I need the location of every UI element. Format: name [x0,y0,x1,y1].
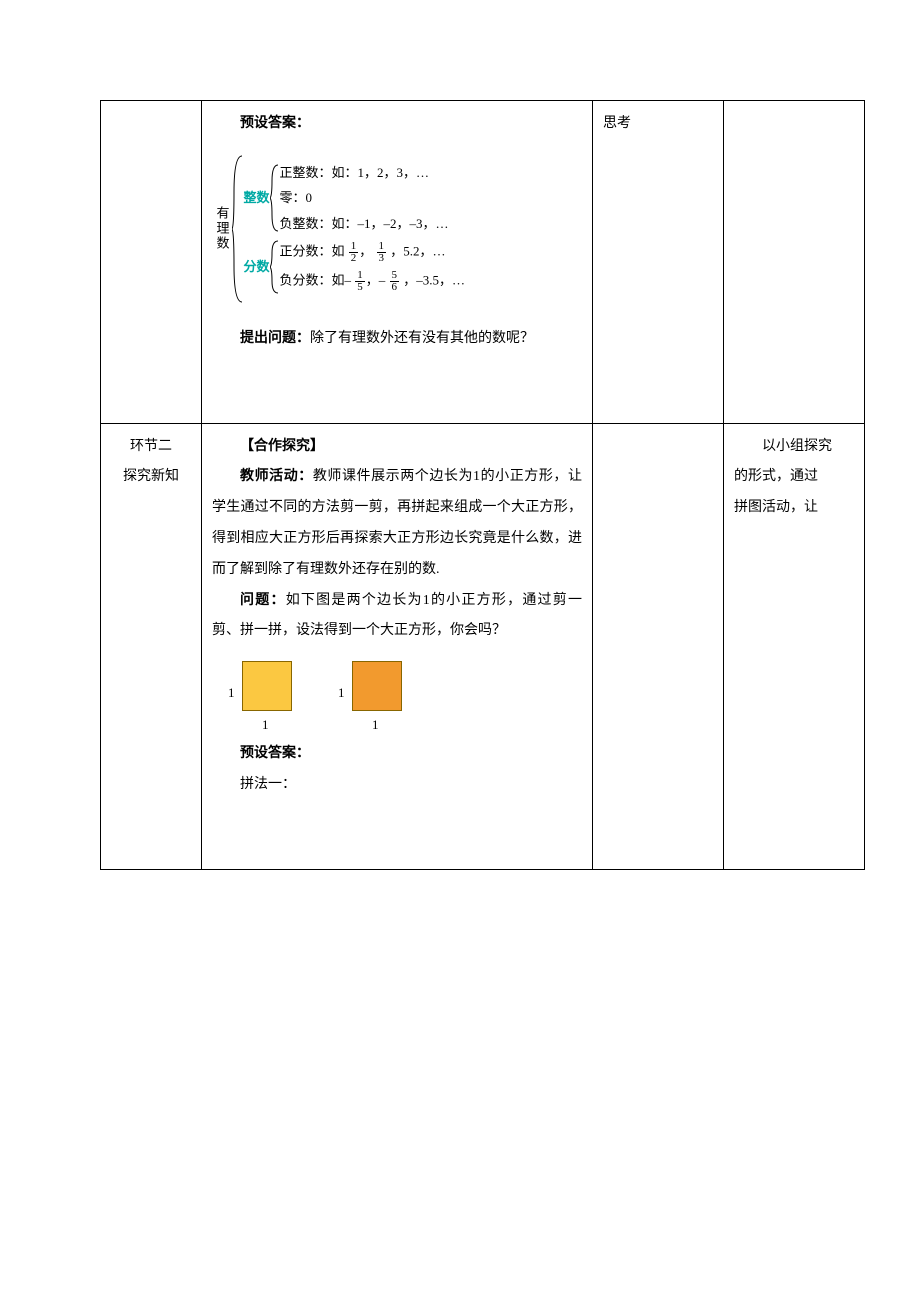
spacer [212,801,582,861]
main-cell-1: 预设答案： 有理数 整数 [202,101,593,424]
frac-5-6: 56 [390,270,400,293]
pos-int-line: 正整数：如：1，2，3，… [280,163,449,183]
stage-line-2: 探究新知 [111,462,191,493]
table-row: 环节二 探究新知 【合作探究】 教师活动：教师课件展示两个边长为1的小正方形，让… [101,423,865,869]
note-line-1: 以小组探究 [734,432,854,463]
raise-question: 提出问题：除了有理数外还有没有其他的数呢？ [212,324,582,355]
frac-1-3: 13 [377,241,387,264]
note-cell-2: 以小组探究 的形式，通过 拼图活动，让 [724,423,865,869]
frac-1-5: 15 [355,270,365,293]
method-1: 拼法一： [212,770,582,801]
square-1: 1 1 [242,661,302,721]
brace-icon [270,239,280,295]
question-text: 除了有理数外还有没有其他的数呢？ [310,331,534,346]
note-line-3: 拼图活动，让 [734,493,854,524]
fraction-label: 分数 [244,257,270,277]
teacher-lead: 教师活动： [240,469,313,484]
brace-icon [232,154,244,304]
square-yellow [242,661,292,711]
squares-figure: 1 1 1 1 [242,661,582,721]
spacer [212,355,582,415]
think-cell-2 [593,423,724,869]
think-cell-1: 思考 [593,101,724,424]
integer-label: 整数 [244,188,270,208]
stage-cell-2: 环节二 探究新知 [101,423,202,869]
teacher-activity: 教师活动：教师课件展示两个边长为1的小正方形，让学生通过不同的方法剪一剪，再拼起… [212,462,582,585]
pos-frac-tail: ，5.2，… [390,244,445,259]
neg-frac-line: 负分数：如– 15，– 56 ，–3.5，… [280,270,466,293]
square-orange [352,661,402,711]
q-lead: 问题： [240,593,286,608]
main-cell-2: 【合作探究】 教师活动：教师课件展示两个边长为1的小正方形，让学生通过不同的方法… [202,423,593,869]
frac-1-2: 12 [349,241,359,264]
zero-line: 零：0 [280,188,449,208]
teacher-text: 教师课件展示两个边长为1的小正方形，让学生通过不同的方法剪一剪，再拼起来组成一个… [212,469,582,576]
question-block: 问题：如下图是两个边长为1的小正方形，通过剪一剪、拼一拼，设法得到一个大正方形，… [212,586,582,648]
square-label-bottom: 1 [262,711,269,740]
preset-answer-title: 预设答案： [212,109,582,140]
square-2: 1 1 [352,661,412,721]
think-label: 思考 [603,109,713,140]
square-label-bottom: 1 [372,711,379,740]
root-label: 有理数 [212,206,232,251]
pos-frac-prefix: 正分数：如 [280,244,345,259]
lesson-table: 预设答案： 有理数 整数 [100,100,865,870]
classification-diagram: 有理数 整数 正整数：如 [212,154,582,304]
neg-frac-tail: ，–3.5，… [403,273,465,288]
square-label-left: 1 [228,679,235,708]
question-lead: 提出问题： [240,331,310,346]
brace-icon [270,163,280,233]
table-row: 预设答案： 有理数 整数 [101,101,865,424]
page: 预设答案： 有理数 整数 [0,0,920,1302]
pos-frac-line: 正分数：如 12， 13 ，5.2，… [280,241,466,264]
stage-line-1: 环节二 [111,432,191,463]
coop-heading: 【合作探究】 [212,432,582,463]
neg-int-line: 负整数：如：–1，–2，–3，… [280,214,449,234]
neg-frac-prefix: 负分数：如 [280,273,345,288]
stage-cell-1 [101,101,202,424]
square-label-left: 1 [338,679,345,708]
preset-answer-title-2: 预设答案： [212,739,582,770]
note-line-2: 的形式，通过 [734,462,854,493]
note-cell-1 [724,101,865,424]
